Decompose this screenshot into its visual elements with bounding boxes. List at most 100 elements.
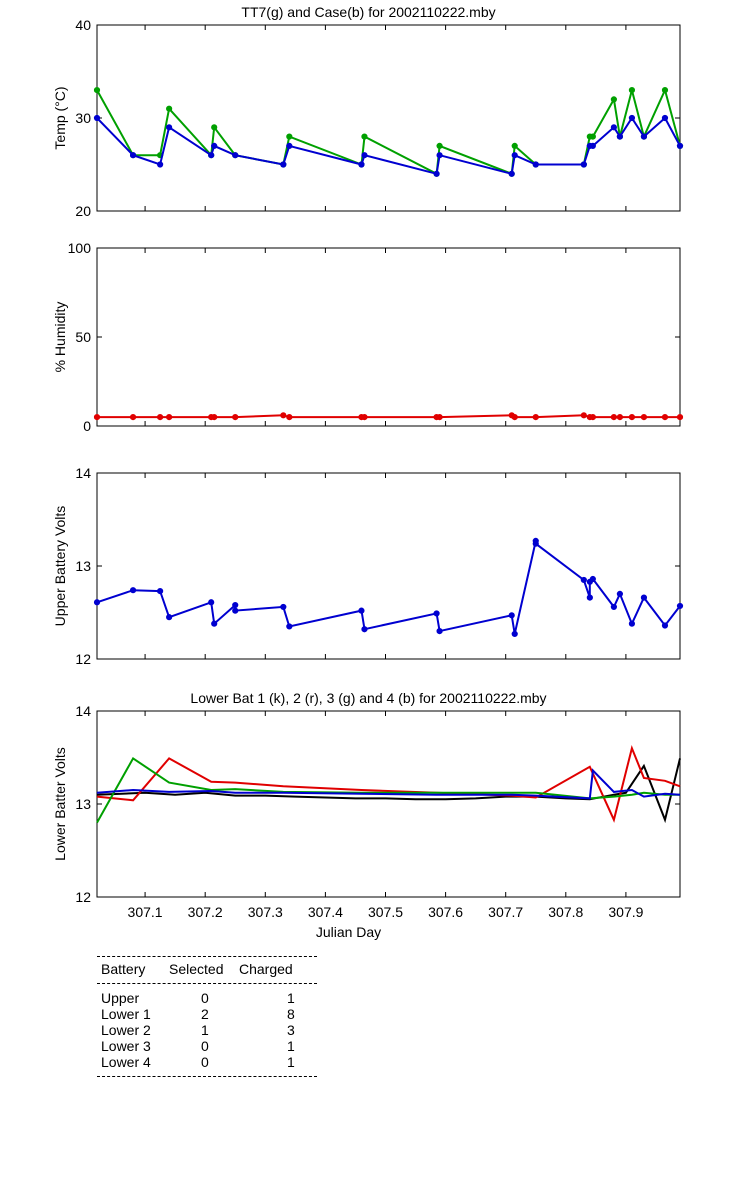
figure-canvas: 20 30 40 TT7(g) and Case(b) for 2002110222.… [52,4,684,940]
data-point [232,152,239,159]
x-tick-label: 307.8 [548,904,583,920]
data-point [586,594,593,601]
data-point [508,612,515,619]
data-point [361,133,368,140]
data-point [129,152,137,159]
plot-frame [96,24,681,212]
data-point [580,576,587,584]
data-point [616,133,623,140]
x-tick-label: 307.9 [608,904,643,920]
data-point [208,599,215,606]
chart-title: TT7(g) and Case(b) for 2002110222.mby [241,4,495,20]
data-point [580,161,587,168]
data-point [580,412,587,419]
y-axis-label: % Humidity [52,302,68,373]
header-selected: Selected [169,961,224,977]
cell-selected: 2 [201,1006,209,1022]
data-point [129,587,137,594]
data-point [661,622,669,629]
table-row: Lower 1 2 8 [101,1006,317,1022]
data-point [280,412,287,419]
cell-charged: 1 [287,1038,295,1054]
cell-selected: 0 [201,990,209,1006]
y-tick-label: 0 [83,418,91,434]
y-tick-label: 14 [75,465,91,481]
y-tick-label: 40 [75,17,91,33]
y-tick-label: 20 [75,203,91,219]
data-point [589,142,596,149]
series-line-upper [96,540,681,635]
table-header-rule [97,983,317,984]
data-point [211,620,218,627]
table-row: Lower 2 1 3 [101,1022,317,1038]
data-point [436,414,443,421]
data-point [676,602,684,610]
data-point [610,96,617,103]
series-line-lower-2 [96,744,681,823]
y-tick-label: 50 [75,329,91,345]
y-tick-label: 100 [68,240,92,256]
x-tick-label: 307.7 [488,904,523,920]
cell-battery: Upper [101,990,140,1006]
data-point [157,161,164,168]
data-point [211,414,218,421]
data-point [211,124,218,131]
header-battery: Battery [101,961,146,977]
cell-battery: Lower 2 [101,1022,151,1038]
data-point [129,414,137,421]
data-point [232,601,239,609]
y-tick-label: 13 [75,796,91,812]
data-point [280,603,287,611]
y-axis-label: Lower Batter Volts [52,747,68,861]
y-axis-label: Upper Battery Volts [52,506,68,627]
data-point [157,414,164,421]
header-charged: Charged [239,961,293,977]
data-point [436,628,443,635]
data-point [589,575,596,583]
table-body: Upper 0 1 Lower 1 2 8 Lower 2 1 3 Lower … [97,984,317,1076]
data-point [628,114,636,122]
cell-battery: Lower 4 [101,1054,151,1070]
data-point [676,414,684,421]
data-point [616,414,623,421]
table-bottom-rule [97,1076,317,1077]
cell-battery: Lower 3 [101,1038,151,1054]
cell-selected: 1 [201,1022,209,1038]
data-point [166,614,173,621]
data-point [166,124,173,131]
data-point [610,414,617,421]
data-point [610,603,617,611]
data-point [436,152,443,159]
table-row: Lower 3 0 1 [101,1038,317,1054]
x-tick-label: 307.3 [248,904,283,920]
data-point [211,142,218,149]
data-point [661,87,669,94]
data-point [511,630,518,637]
data-point [589,133,596,140]
y-tick-label: 14 [75,703,91,719]
x-tick-label: 307.4 [308,904,343,920]
data-point [286,623,293,630]
data-point [358,161,365,168]
table-header: Battery Selected Charged [97,957,317,983]
data-point [166,414,173,421]
y-axis-label: Temp (°C) [52,86,68,149]
data-point [232,414,239,421]
data-point [640,414,648,421]
series-line-lower-4 [96,768,681,800]
data-point [286,414,293,421]
plot-frame [96,472,681,660]
data-point [433,610,440,617]
data-point [232,607,239,614]
data-point [93,87,101,94]
y-tick-label: 12 [75,889,91,905]
data-point [640,594,648,601]
data-point [361,626,368,633]
data-point [166,105,173,112]
data-point [358,607,365,614]
x-tick-label: 307.5 [368,904,403,920]
table-row: Lower 4 0 1 [101,1054,317,1070]
data-point [93,114,101,122]
data-point [208,152,215,159]
x-tick-label: 307.6 [428,904,463,920]
